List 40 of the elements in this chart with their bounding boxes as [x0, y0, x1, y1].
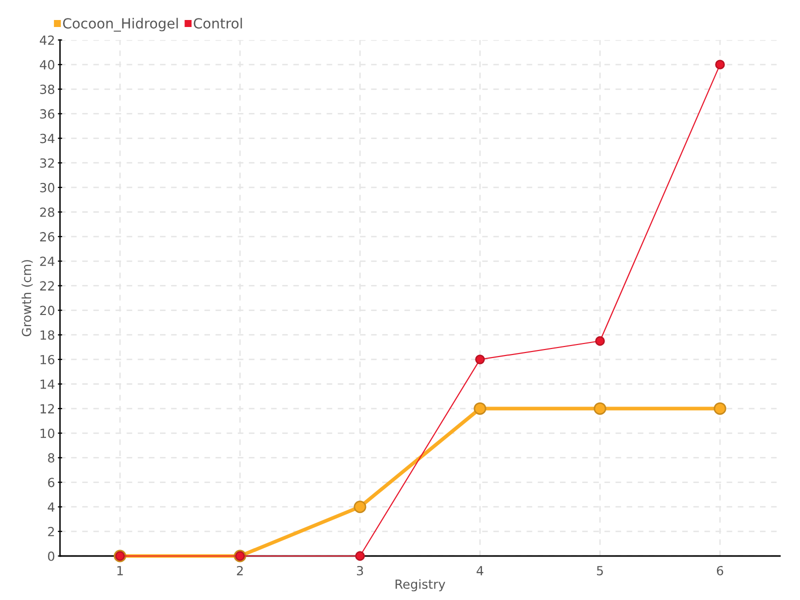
- y-tick-label: 34: [40, 134, 54, 144]
- y-tick-label: 0: [48, 551, 54, 561]
- point: [474, 402, 486, 415]
- y-tick-label: 22: [40, 281, 54, 290]
- y-axis-title: Growth (cm): [22, 260, 33, 336]
- point: [594, 402, 606, 415]
- x-tick-label: 3: [356, 566, 363, 576]
- y-tick-label: 38: [40, 84, 54, 94]
- x-tick-label: 2: [236, 566, 243, 576]
- y-tick-label: 2: [48, 526, 54, 536]
- x-tick-label: 4: [476, 566, 484, 576]
- y-tick-label: 12: [40, 404, 54, 414]
- y-tick-label: 28: [40, 207, 54, 217]
- legend-label: Control: [194, 18, 242, 29]
- point: [595, 336, 605, 346]
- y-tick-label: 10: [40, 428, 54, 438]
- x-tick-label: 1: [117, 566, 123, 576]
- y-tick-label: 8: [48, 453, 54, 463]
- x-tick-label: 6: [716, 566, 724, 576]
- x-tick-label: 5: [596, 566, 603, 576]
- y-tick-label: 16: [40, 354, 54, 364]
- y-tick-label: 36: [40, 109, 54, 119]
- y-tick-label: 32: [40, 158, 54, 168]
- y-tick-label: 6: [48, 478, 54, 488]
- point: [715, 60, 725, 70]
- y-tick-label: 18: [40, 330, 54, 340]
- point: [354, 500, 366, 514]
- point: [714, 402, 726, 415]
- y-tick-label: 26: [40, 232, 54, 242]
- y-tick-label: 30: [40, 182, 54, 192]
- y-tick-label: 4: [48, 502, 54, 512]
- y-tick-label: 14: [40, 380, 54, 389]
- y-tick-label: 42: [40, 35, 54, 45]
- y-tick-label: 20: [40, 306, 54, 316]
- x-axis-title: Registry: [396, 579, 446, 592]
- y-tick-label: 24: [40, 256, 54, 266]
- point: [355, 551, 365, 561]
- point: [475, 354, 485, 364]
- legend-label: Cocoon_Hidrogel: [63, 18, 178, 32]
- y-tick-label: 40: [40, 60, 54, 70]
